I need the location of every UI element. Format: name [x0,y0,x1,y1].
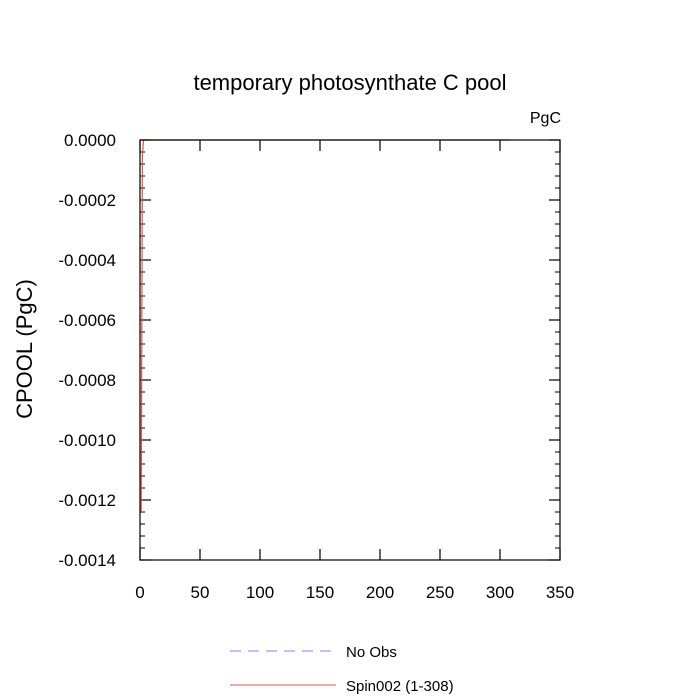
y-tick-label: -0.0002 [58,191,116,210]
x-tick-labels: 0 50 100 150 200 250 300 350 [135,583,574,602]
x-tick-label: 150 [306,583,334,602]
series-layer [140,139,510,513]
y-axis-label: CPOOL (PgC) [12,279,37,419]
y-tick-label: -0.0014 [58,551,116,570]
y-tick-label: -0.0010 [58,431,116,450]
x-tick-label: 0 [135,583,144,602]
y-tick-label: -0.0012 [58,491,116,510]
x-tick-label: 300 [486,583,514,602]
y-tick-label: 0.0000 [64,131,116,150]
chart-title: temporary photosynthate C pool [193,70,506,95]
x-tick-label: 200 [366,583,394,602]
y-tick-labels: 0.0000 -0.0002 -0.0004 -0.0006 -0.0008 -0.001… [58,131,116,570]
legend-label-no-obs: No Obs [346,644,397,661]
ticks-layer [139,139,561,561]
y-tick-label: -0.0008 [58,371,116,390]
y-tick-label: -0.0004 [58,251,116,270]
legend: No Obs Spin002 (1-308) [230,644,454,695]
units-label: PgC [530,110,561,127]
plot-frame [139,139,561,561]
x-tick-label: 100 [246,583,274,602]
y-tick-label: -0.0006 [58,311,116,330]
legend-label-spin002: Spin002 (1-308) [346,678,454,695]
x-tick-label: 250 [426,583,454,602]
x-tick-label: 50 [191,583,210,602]
x-tick-label: 350 [546,583,574,602]
series-line [140,139,510,513]
